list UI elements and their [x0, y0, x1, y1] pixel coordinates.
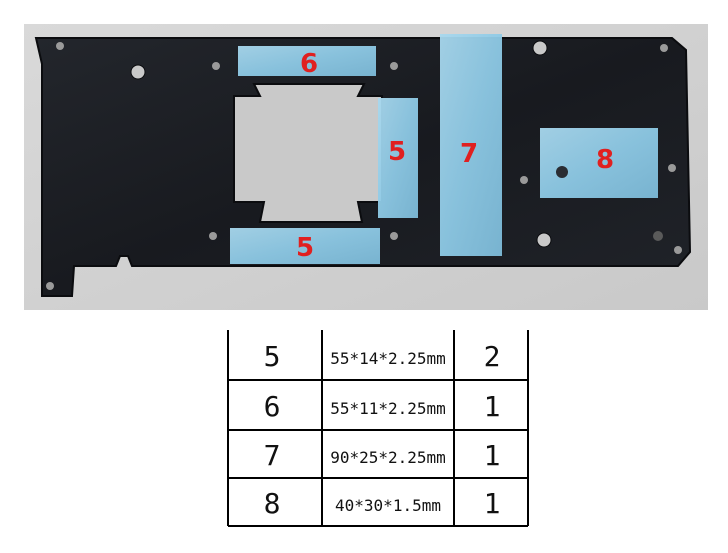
- thermal-pad-7: [440, 34, 502, 256]
- table-row-4-id: 8: [264, 487, 281, 520]
- gpu-cutout: [233, 83, 383, 223]
- pad-label-5-horizontal: 5: [296, 233, 314, 263]
- thermal-pad-5-horizontal: [230, 228, 380, 264]
- table-row-1-id: 5: [264, 340, 281, 373]
- table-row-1-qty: 2: [484, 340, 501, 373]
- screw-holes: [46, 40, 682, 290]
- table-row-3-id: 7: [264, 439, 281, 472]
- pad-label-7: 7: [460, 139, 478, 169]
- table-row-2-size: 55*11*2.25mm: [330, 399, 446, 418]
- thermal-pad-5-vertical: [378, 98, 418, 218]
- thermal-pad-spec-table: 5 55*14*2.25mm 2 6 55*11*2.25mm 1 7 90*2…: [226, 328, 530, 528]
- table-row-3-size: 90*25*2.25mm: [330, 448, 446, 467]
- thermal-pad-6: [238, 46, 376, 76]
- table-row-3-qty: 1: [484, 439, 501, 472]
- pad-label-8: 8: [596, 145, 614, 175]
- pad-label-5-vertical: 5: [388, 137, 406, 167]
- backplate-photo: 6 5 7 8 5: [24, 24, 708, 310]
- table-row-1-size: 55*14*2.25mm: [330, 349, 446, 368]
- table-row-4-qty: 1: [484, 487, 501, 520]
- table-row-2-qty: 1: [484, 390, 501, 423]
- thermal-pad-8: [540, 128, 658, 198]
- table-row-4-size: 40*30*1.5mm: [335, 496, 441, 515]
- pad-label-6: 6: [300, 49, 318, 79]
- table-row-2-id: 6: [264, 390, 281, 423]
